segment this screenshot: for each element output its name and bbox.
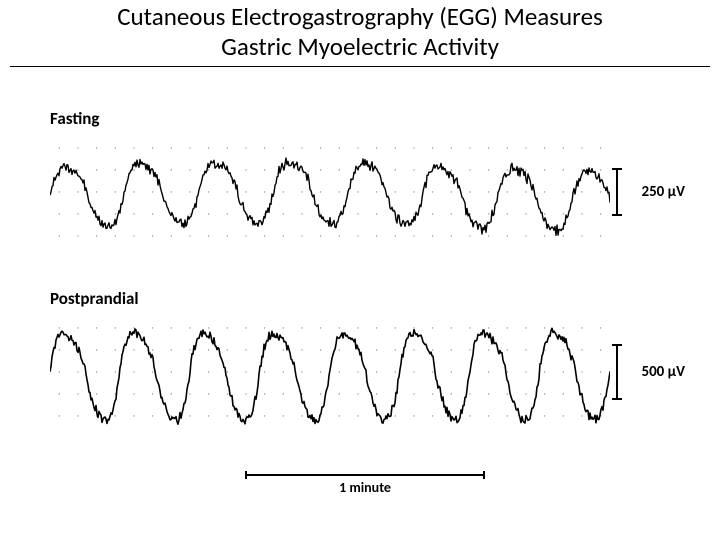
page-title: Cutaneous Electrogastrography (EGG) Meas… (0, 2, 720, 62)
waveform-fasting: 250 µV (50, 137, 610, 247)
panel-fasting: Fasting 250 µV (50, 108, 610, 247)
waveform-svg-postprandial (50, 317, 610, 427)
waveform-postprandial: 500 µV (50, 317, 610, 427)
scale-bar-postprandial (612, 344, 622, 400)
time-scale: 1 minute (245, 474, 485, 496)
time-scale-bar (245, 474, 485, 476)
title-underline (10, 66, 710, 67)
panel-label-postprandial: Postprandial (50, 288, 610, 309)
scale-stem (616, 346, 618, 398)
scale-tick-bottom (612, 214, 622, 216)
waveform-svg-fasting (50, 137, 610, 247)
scale-label-postprandial: 500 µV (641, 363, 685, 381)
panel-postprandial: Postprandial 500 µV (50, 288, 610, 427)
title-line-1: Cutaneous Electrogastrography (EGG) Meas… (117, 1, 603, 32)
scale-bar-fasting (612, 168, 622, 216)
slide: Cutaneous Electrogastrography (EGG) Meas… (0, 0, 720, 540)
scale-tick-bottom (612, 398, 622, 400)
scale-stem (616, 170, 618, 214)
title-line-2: Gastric Myoelectric Activity (0, 32, 720, 62)
time-scale-label: 1 minute (245, 479, 485, 496)
scale-label-fasting: 250 µV (641, 183, 685, 201)
panel-label-fasting: Fasting (50, 108, 610, 129)
